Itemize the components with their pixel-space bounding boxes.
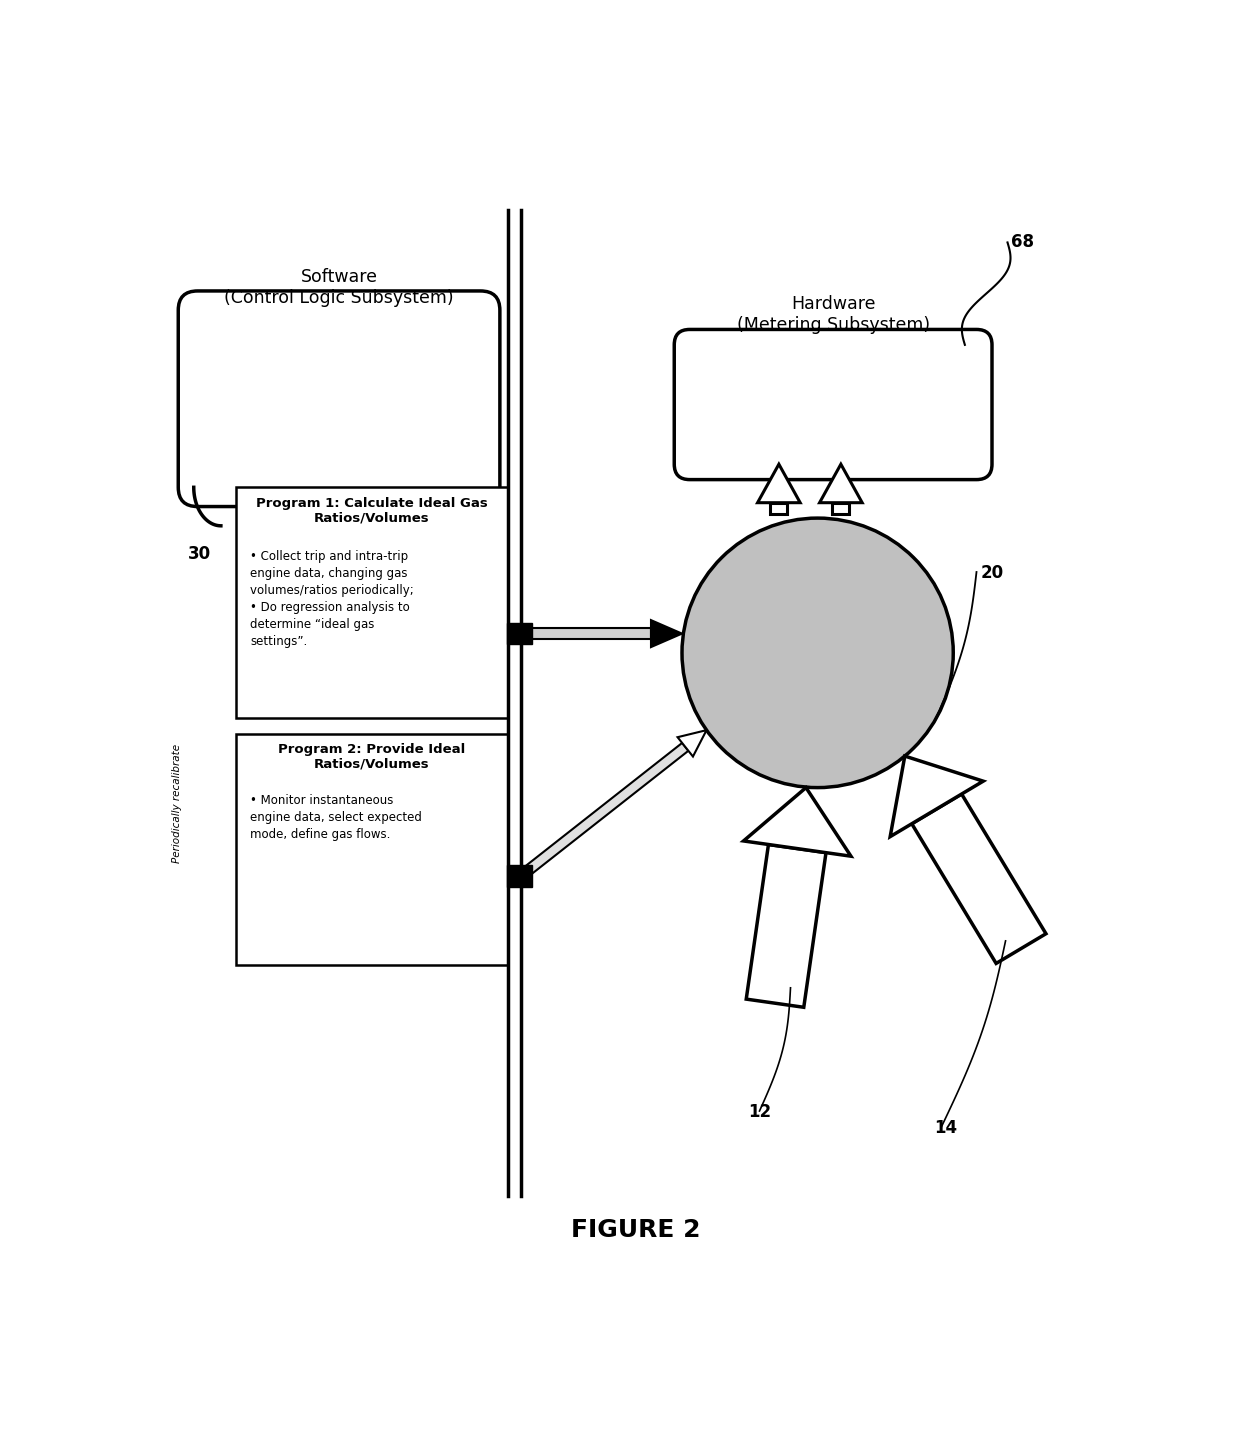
Polygon shape	[521, 628, 651, 639]
Polygon shape	[770, 503, 787, 515]
FancyBboxPatch shape	[179, 290, 500, 506]
FancyBboxPatch shape	[237, 734, 507, 965]
Text: • Collect trip and intra-trip
engine data, changing gas
volumes/ratios periodica: • Collect trip and intra-trip engine dat…	[250, 551, 414, 648]
Text: Hardware
(Metering Subsystem): Hardware (Metering Subsystem)	[737, 295, 930, 333]
Polygon shape	[651, 621, 682, 646]
Text: FIGURE 2: FIGURE 2	[570, 1218, 701, 1243]
FancyBboxPatch shape	[237, 488, 507, 718]
Polygon shape	[758, 465, 800, 503]
FancyBboxPatch shape	[675, 329, 992, 479]
Text: Periodically recalibrate: Periodically recalibrate	[171, 744, 182, 862]
Text: Program 2: Provide Ideal
Ratios/Volumes: Program 2: Provide Ideal Ratios/Volumes	[278, 744, 466, 771]
Text: 20: 20	[981, 565, 1003, 582]
Polygon shape	[832, 503, 849, 515]
Text: 12: 12	[748, 1104, 771, 1121]
Polygon shape	[744, 788, 851, 857]
Bar	[507, 623, 532, 645]
Text: 30: 30	[187, 545, 211, 563]
Text: • Monitor instantaneous
engine data, select expected
mode, define gas flows.: • Monitor instantaneous engine data, sel…	[250, 794, 422, 841]
Text: 14: 14	[934, 1118, 957, 1137]
Polygon shape	[517, 744, 688, 879]
Text: 68: 68	[1012, 233, 1034, 252]
Text: Software
(Control Logic Subsystem): Software (Control Logic Subsystem)	[224, 267, 454, 306]
Polygon shape	[890, 756, 983, 837]
Text: Program 1: Calculate Ideal Gas
Ratios/Volumes: Program 1: Calculate Ideal Gas Ratios/Vo…	[257, 496, 487, 525]
Polygon shape	[820, 465, 862, 503]
Polygon shape	[746, 845, 826, 1007]
Polygon shape	[677, 731, 707, 756]
Polygon shape	[911, 794, 1047, 964]
Bar	[507, 865, 532, 887]
Circle shape	[682, 518, 954, 788]
